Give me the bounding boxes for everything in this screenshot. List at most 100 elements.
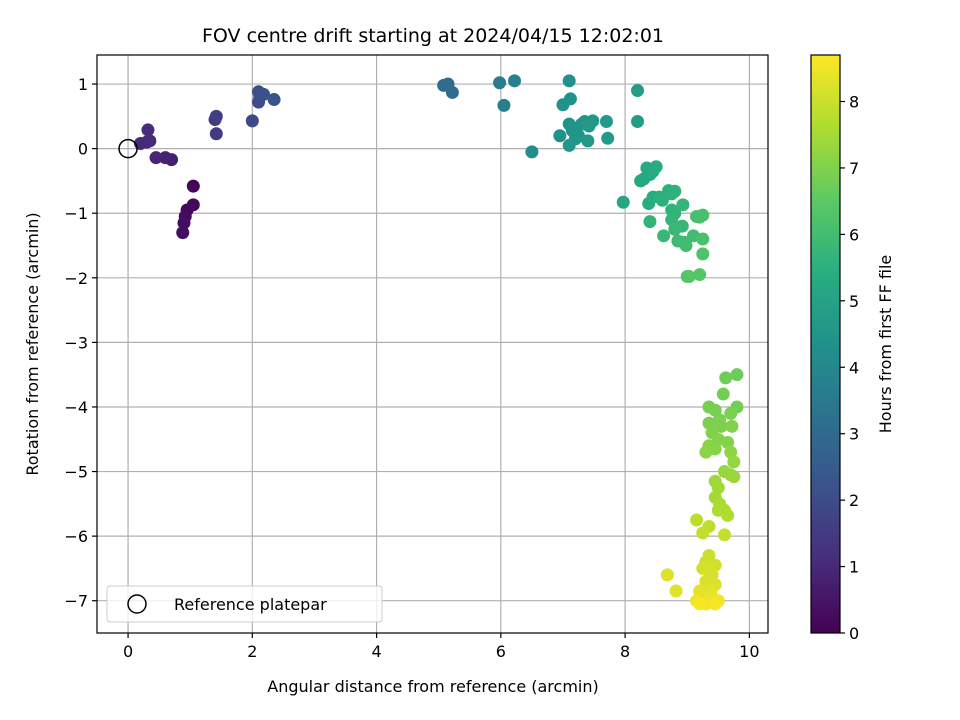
data-point	[660, 568, 674, 582]
data-point	[562, 138, 576, 152]
colorbar-tick-label: 1	[849, 558, 859, 577]
grid-lines	[97, 55, 768, 633]
data-point	[257, 87, 271, 101]
data-point	[601, 131, 615, 145]
data-point	[493, 76, 507, 90]
data-point	[716, 387, 730, 401]
data-point	[141, 123, 155, 137]
colorbar-tick-label: 5	[849, 292, 859, 311]
colorbar-gradient	[810, 54, 841, 634]
data-point	[730, 368, 744, 382]
data-point	[719, 371, 733, 385]
y-tick-label: −5	[64, 463, 88, 482]
data-point	[699, 445, 713, 459]
x-axis-label: Angular distance from reference (arcmin)	[267, 677, 598, 696]
data-point	[696, 208, 710, 222]
data-point	[158, 151, 172, 165]
y-tick-label: 1	[78, 75, 88, 94]
colorbar-tick-label: 6	[849, 225, 859, 244]
colorbar-tick-label: 2	[849, 491, 859, 510]
data-points	[133, 74, 744, 611]
reference-platepar-marker	[118, 138, 138, 159]
legend-marker	[127, 594, 147, 614]
x-tick-label: 8	[620, 642, 630, 661]
y-axis-ticks: 1 0 −1 −2 −3 −4 −5 −6 −7	[64, 75, 97, 611]
data-point	[586, 114, 600, 128]
colorbar: 0 1 2 3 4 5 6 7 8 Hours from first FF file	[810, 54, 895, 643]
data-point	[718, 528, 732, 542]
data-point	[245, 114, 259, 128]
data-point	[562, 74, 576, 88]
data-point	[696, 247, 710, 261]
data-point	[631, 115, 645, 129]
data-point	[643, 215, 657, 229]
data-point	[581, 134, 595, 148]
y-tick-label: −3	[64, 333, 88, 352]
data-point	[725, 419, 739, 433]
y-tick-label: −4	[64, 398, 88, 417]
data-point	[708, 597, 722, 611]
data-point	[679, 239, 693, 253]
y-tick-label: −6	[64, 527, 88, 546]
data-point	[497, 98, 511, 112]
x-tick-label: 10	[739, 642, 759, 661]
legend-entry-label: Reference platepar	[174, 595, 327, 614]
data-point	[682, 270, 696, 284]
y-tick-label: 0	[78, 140, 88, 159]
colorbar-tick-label: 8	[849, 93, 859, 112]
data-point	[690, 513, 704, 527]
data-point	[727, 470, 741, 484]
colorbar-tick-label: 0	[849, 624, 859, 643]
x-tick-label: 0	[123, 642, 133, 661]
data-point	[149, 151, 163, 165]
y-tick-label: −2	[64, 269, 88, 288]
data-point	[693, 597, 707, 611]
y-tick-label: −7	[64, 592, 88, 611]
chart-title: FOV centre drift starting at 2024/04/15 …	[202, 25, 664, 47]
data-point	[525, 145, 539, 159]
x-tick-label: 2	[247, 642, 257, 661]
data-point	[727, 455, 741, 469]
data-point	[714, 419, 728, 433]
data-point	[176, 226, 190, 240]
data-point	[668, 184, 682, 198]
data-point	[553, 129, 567, 143]
data-point	[696, 526, 710, 540]
data-point	[209, 127, 223, 141]
plot-frame	[96, 54, 769, 634]
data-point	[668, 222, 682, 236]
x-tick-label: 6	[496, 642, 506, 661]
data-point	[267, 93, 281, 107]
legend: Reference platepar	[106, 585, 383, 623]
data-point	[563, 92, 577, 106]
colorbar-tick-label: 3	[849, 425, 859, 444]
data-point	[616, 195, 630, 209]
colorbar-tick-label: 4	[849, 358, 859, 377]
data-point	[696, 232, 710, 246]
data-point	[693, 268, 707, 282]
data-point	[445, 85, 459, 99]
data-point	[676, 198, 690, 212]
data-point	[143, 134, 157, 148]
data-point	[177, 216, 191, 230]
x-tick-label: 4	[371, 642, 381, 661]
data-point	[655, 193, 669, 207]
data-point	[508, 74, 522, 88]
data-point	[631, 84, 645, 98]
data-point	[657, 229, 671, 243]
data-point	[721, 508, 735, 522]
data-point	[724, 406, 738, 420]
data-point	[599, 115, 613, 129]
colorbar-tick-label: 7	[849, 159, 859, 178]
y-axis-label: Rotation from reference (arcmin)	[23, 212, 42, 475]
y-tick-label: −1	[64, 204, 88, 223]
data-point	[186, 179, 200, 193]
data-point	[649, 160, 663, 174]
x-axis-ticks: 0 2 4 6 8 10	[123, 633, 760, 661]
data-point	[209, 109, 223, 123]
colorbar-label: Hours from first FF file	[876, 255, 895, 434]
colorbar-ticks: 0 1 2 3 4 5 6 7 8	[840, 93, 859, 643]
data-point	[708, 403, 722, 417]
data-point	[669, 584, 683, 598]
